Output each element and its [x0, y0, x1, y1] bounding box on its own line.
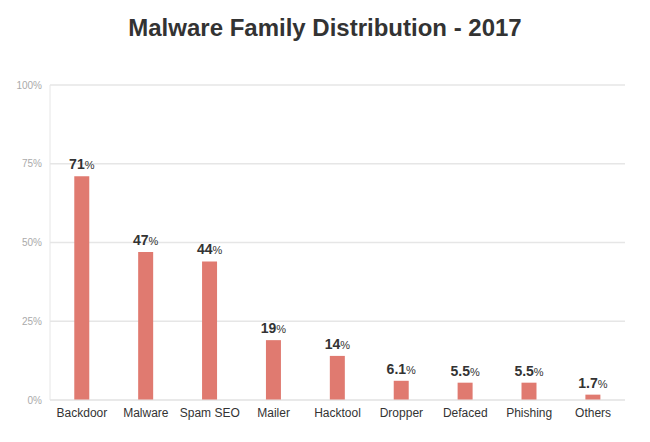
- svg-text:Phishing: Phishing: [506, 406, 552, 420]
- svg-text:5.5%: 5.5%: [514, 363, 543, 379]
- svg-text:50%: 50%: [22, 237, 42, 248]
- svg-text:1.7%: 1.7%: [578, 375, 607, 391]
- svg-text:Backdoor: Backdoor: [57, 406, 108, 420]
- svg-text:Defaced: Defaced: [443, 406, 488, 420]
- svg-text:71%: 71%: [69, 156, 95, 172]
- svg-text:Hacktool: Hacktool: [314, 406, 361, 420]
- svg-text:75%: 75%: [22, 158, 42, 169]
- svg-text:Spam SEO: Spam SEO: [180, 406, 240, 420]
- svg-text:Dropper: Dropper: [380, 406, 423, 420]
- svg-text:Others: Others: [575, 406, 611, 420]
- svg-text:47%: 47%: [133, 232, 159, 248]
- svg-text:Malware: Malware: [123, 406, 169, 420]
- svg-text:5.5%: 5.5%: [450, 363, 479, 379]
- svg-text:6.1%: 6.1%: [387, 361, 416, 377]
- html-text:Malware Family Distribution -: Malware Family Distribution - 2017: [128, 14, 522, 41]
- svg-text:19%: 19%: [261, 320, 287, 336]
- svg-text:100%: 100%: [16, 80, 42, 91]
- svg-text:Mailer: Mailer: [257, 406, 290, 420]
- svg-text:44%: 44%: [197, 241, 223, 257]
- svg-text:25%: 25%: [22, 316, 42, 327]
- svg-text:0%: 0%: [28, 395, 43, 406]
- svg-text:14%: 14%: [325, 336, 351, 352]
